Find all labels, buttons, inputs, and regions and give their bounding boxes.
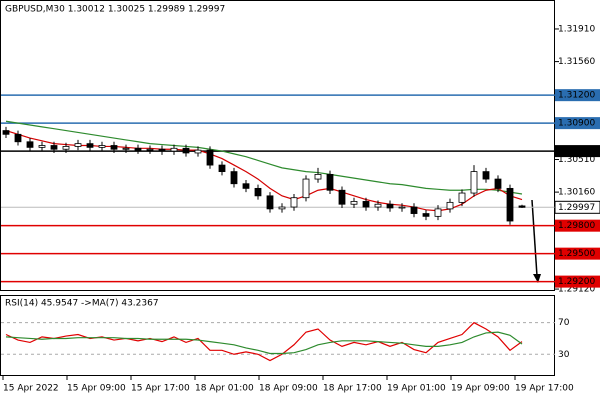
y-tick-label: 1.31560 xyxy=(558,57,595,67)
level-label-box xyxy=(555,89,600,102)
candle-body xyxy=(62,146,70,150)
candle-body xyxy=(338,189,346,205)
candle-body xyxy=(458,192,466,203)
rsi-pane xyxy=(0,295,555,376)
candle-body xyxy=(38,145,46,148)
y-tick-label: 1.30160 xyxy=(558,188,595,198)
level-label: 1.29800 xyxy=(558,221,595,231)
candle-body xyxy=(446,201,454,210)
candle-body xyxy=(50,145,58,150)
candle-body xyxy=(482,171,490,180)
candle-body xyxy=(374,203,382,208)
candle-body xyxy=(254,187,262,197)
candle-body xyxy=(98,145,106,148)
indicator-line xyxy=(5,120,523,195)
candle-body xyxy=(290,197,298,208)
chart-title: GBPUSD,M30 1.30012 1.30025 1.29989 1.299… xyxy=(5,5,225,15)
candle-body xyxy=(122,147,130,150)
level-label-box xyxy=(555,219,600,232)
y-tick-label: 1.29120 xyxy=(558,285,595,295)
candle-body xyxy=(434,208,442,217)
candle-body xyxy=(350,201,358,205)
arrow-shaft xyxy=(531,199,538,277)
level-label-box xyxy=(555,117,600,130)
y-tick-label: 1.31910 xyxy=(558,24,595,34)
rsi-tick-label: 70 xyxy=(558,318,570,328)
x-tick-label: 18 Apr 17:00 xyxy=(323,384,382,394)
candle-body xyxy=(302,178,310,199)
candle-body xyxy=(518,205,526,208)
candle-body xyxy=(230,171,238,185)
candle-body xyxy=(314,173,322,180)
x-tick-label: 15 Apr 09:00 xyxy=(67,384,126,394)
y-tick-label: 1.30510 xyxy=(558,155,595,165)
candle-body xyxy=(242,183,250,189)
candle-body xyxy=(158,148,166,152)
candle-body xyxy=(278,206,286,210)
indicator-line xyxy=(5,331,523,355)
level-label: 1.31200 xyxy=(558,91,595,101)
level-label: 1.30600 xyxy=(558,147,595,157)
arrow-head xyxy=(533,274,541,283)
level-label-box xyxy=(555,275,600,288)
candle-body xyxy=(14,133,22,143)
candle-body xyxy=(194,149,202,154)
candle-body xyxy=(146,148,154,151)
candle-body xyxy=(2,130,10,135)
level-label-box xyxy=(555,145,600,158)
candle-body xyxy=(494,178,502,189)
candle-body xyxy=(410,206,418,214)
level-label: 1.29500 xyxy=(558,249,595,259)
candle-body xyxy=(506,187,514,222)
x-tick-label: 18 Apr 01:00 xyxy=(195,384,254,394)
candle-body xyxy=(362,201,370,208)
x-tick-label: 15 Apr 2022 xyxy=(3,384,59,394)
x-tick-label: 18 Apr 09:00 xyxy=(259,384,318,394)
candle-body xyxy=(26,141,34,148)
level-label: 1.29200 xyxy=(558,277,595,287)
candle-body xyxy=(170,147,178,152)
level-label-box xyxy=(555,247,600,260)
x-tick-label: 19 Apr 09:00 xyxy=(451,384,510,394)
candle-body xyxy=(386,203,394,209)
candle-body xyxy=(218,164,226,173)
level-label: 1.30900 xyxy=(558,119,595,129)
x-tick-label: 19 Apr 01:00 xyxy=(387,384,446,394)
candle-body xyxy=(422,213,430,217)
x-tick-label: 15 Apr 17:00 xyxy=(131,384,190,394)
candle-body xyxy=(398,206,406,209)
rsi-label: RSI(14) 45.9547 ->MA(7) 43.2367 xyxy=(5,299,159,309)
x-tick-label: 19 Apr 17:00 xyxy=(515,384,574,394)
candle-body xyxy=(110,145,118,150)
current-price-box xyxy=(554,200,600,214)
candle-body xyxy=(266,195,274,210)
candle-body xyxy=(86,143,94,148)
candle-body xyxy=(470,171,478,194)
rsi-tick-label: 30 xyxy=(558,350,570,360)
current-price-label: 1.29997 xyxy=(558,203,595,213)
candle-body xyxy=(182,147,190,154)
candle-body xyxy=(74,143,82,147)
candle-body xyxy=(326,173,334,191)
candle-body xyxy=(134,147,142,151)
candle-body xyxy=(206,149,214,166)
